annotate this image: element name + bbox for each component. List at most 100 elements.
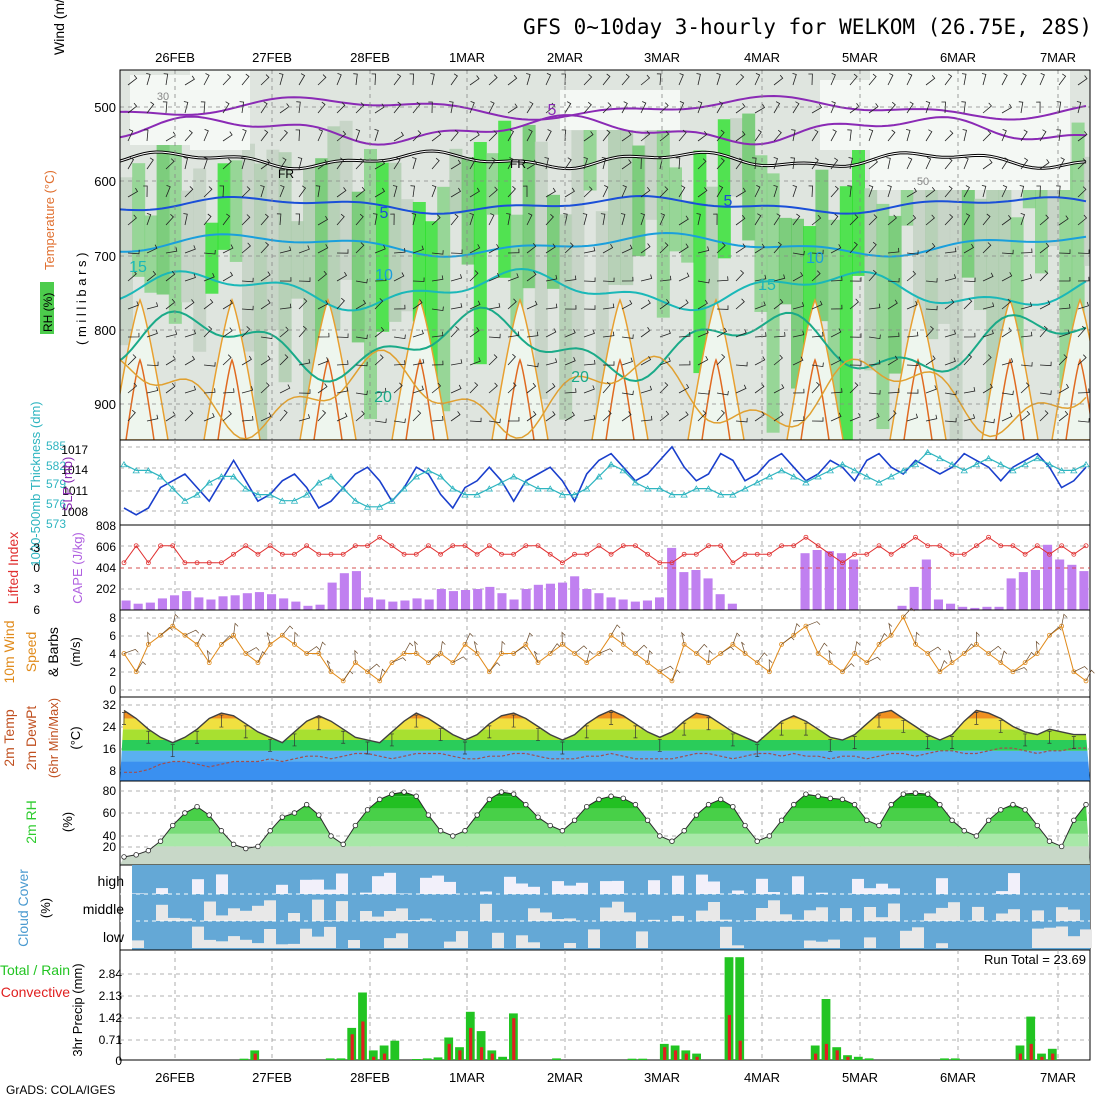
dry-region-4 xyxy=(870,70,1070,190)
rh2m-line-pt-69 xyxy=(962,828,967,833)
rh-column-20 xyxy=(364,149,377,419)
cape-bar-64 xyxy=(898,606,907,610)
cape-bar-11 xyxy=(255,592,264,610)
cloud-1-7 xyxy=(216,915,228,921)
rh2m-line-pt-77 xyxy=(1059,844,1064,849)
cloud-1-34 xyxy=(540,913,552,922)
rh2m-line-pt-20 xyxy=(365,808,370,813)
cloud-0-67 xyxy=(936,878,948,894)
cloud-2-38 xyxy=(588,929,600,948)
pressure-tick-700: 700 xyxy=(94,249,116,264)
precip-total-bar-27 xyxy=(412,1059,421,1060)
cloud-2-15 xyxy=(312,937,324,948)
rh2m-line-pt-34 xyxy=(536,815,541,820)
rh-column-40 xyxy=(608,116,621,285)
rh2m-line-pt-63 xyxy=(889,802,894,807)
precip-conv-bar-57 xyxy=(739,1041,742,1060)
precip-conv-bar-51 xyxy=(674,1050,677,1060)
rh2m-line-pt-5 xyxy=(183,811,188,816)
cloud-1-54 xyxy=(780,914,792,921)
rh2m-line-pt-58 xyxy=(828,796,833,801)
cloud-1-66 xyxy=(924,913,936,921)
wind10-tick-0: 8 xyxy=(109,611,116,625)
cape-bar-74 xyxy=(1019,572,1028,610)
cape-bar-48 xyxy=(704,578,713,610)
cloud-2-61 xyxy=(864,937,876,948)
date-label-top-9: 7MAR xyxy=(1040,50,1076,65)
cloud-0-7 xyxy=(216,874,228,894)
precip-total-bar-69 xyxy=(865,1058,874,1060)
rh2m-line-pt-59 xyxy=(840,797,845,802)
contour-label-0: 30 xyxy=(157,91,169,103)
rh2m-line-pt-1 xyxy=(134,853,139,858)
rh2m-line-pt-13 xyxy=(280,815,285,820)
rh-column-63 xyxy=(889,216,902,374)
pressure-tick-800: 800 xyxy=(94,323,116,338)
cloud-1-72 xyxy=(996,914,1008,922)
temp2m-ylabel2: 2m DewPt xyxy=(23,706,39,771)
cape-bar-31 xyxy=(497,593,506,610)
cloud-2-36 xyxy=(564,943,576,948)
rh2m-line-pt-18 xyxy=(341,842,346,847)
precip-total-bar-40 xyxy=(552,1058,561,1060)
contour-label-2: FR xyxy=(278,167,294,181)
rh2m-line-pt-74 xyxy=(1023,808,1028,813)
cape-panel-frame xyxy=(120,525,1090,610)
cloud-0-73 xyxy=(1008,873,1020,894)
rh-column-31 xyxy=(498,121,511,278)
rh-column-59 xyxy=(840,186,853,464)
cloud-1-78 xyxy=(1068,910,1080,921)
precip-conv-bar-21 xyxy=(351,1034,354,1060)
rh2m-line-pt-35 xyxy=(548,823,553,828)
cape-bar-47 xyxy=(691,570,700,610)
cloud-1-10 xyxy=(252,906,264,921)
rh2m-line-pt-46 xyxy=(682,828,687,833)
date-label-bottom-3: 1MAR xyxy=(449,1070,485,1085)
cloud-0-60 xyxy=(852,879,864,894)
date-label-top-5: 3MAR xyxy=(644,50,680,65)
date-label-top-0: 26FEB xyxy=(155,50,195,65)
precip-panel xyxy=(120,950,1090,1060)
slp-panel-frame xyxy=(120,440,1090,525)
precip-conv-bar-31 xyxy=(458,1050,461,1060)
cloud-1-2 xyxy=(156,905,168,921)
cloud-2-75 xyxy=(1032,929,1044,948)
rh2m-line-pt-12 xyxy=(268,828,273,833)
cloud-0-48 xyxy=(708,882,720,895)
precip-total-bar-11 xyxy=(240,1059,249,1060)
cloud-0-21 xyxy=(384,873,396,894)
rh-column-70 xyxy=(974,199,987,310)
cloud-1-68 xyxy=(948,902,960,921)
rh2m-line-pt-48 xyxy=(706,802,711,807)
rh2m-line-pt-26 xyxy=(438,828,443,833)
upper-ylabel-pressure: ( m i l l i b a r s ) xyxy=(74,253,89,345)
cape-bar-57 xyxy=(813,550,822,610)
rh-column-7 xyxy=(205,223,218,294)
li-ylabel: Lifted Index xyxy=(5,532,21,604)
cloud-1-48 xyxy=(708,902,720,921)
li-tick-1: 0 xyxy=(33,561,40,575)
precip-conv-bar-52 xyxy=(685,1054,688,1060)
rh2m-line-pt-3 xyxy=(158,839,163,844)
cloud-2-58 xyxy=(828,940,840,948)
cape-bar-26 xyxy=(437,589,446,610)
date-label-top-6: 4MAR xyxy=(744,50,780,65)
precip-conv-bar-50 xyxy=(663,1047,666,1060)
rh2m-line-pt-50 xyxy=(731,804,736,809)
date-label-bottom-7: 5MAR xyxy=(842,1070,878,1085)
precip-total-bar-35 xyxy=(498,1057,507,1060)
cloud-0-33 xyxy=(528,887,540,894)
rh2m-tick-0: 80 xyxy=(103,784,117,798)
cloud-0-32 xyxy=(516,884,528,895)
cloud-1-67 xyxy=(936,908,948,921)
cloud-1-53 xyxy=(768,900,780,921)
cloud-2-11 xyxy=(264,929,276,948)
rh2m-line-pt-73 xyxy=(1011,802,1016,807)
rh2m-line-pt-72 xyxy=(998,808,1003,813)
cape-bar-36 xyxy=(558,583,567,610)
rh2m-line-pt-75 xyxy=(1035,823,1040,828)
rh2m-unit: (%) xyxy=(60,812,75,832)
cloud-1-29 xyxy=(480,904,492,921)
rh-column-27 xyxy=(449,149,462,214)
rh2m-line-pt-22 xyxy=(390,792,395,797)
